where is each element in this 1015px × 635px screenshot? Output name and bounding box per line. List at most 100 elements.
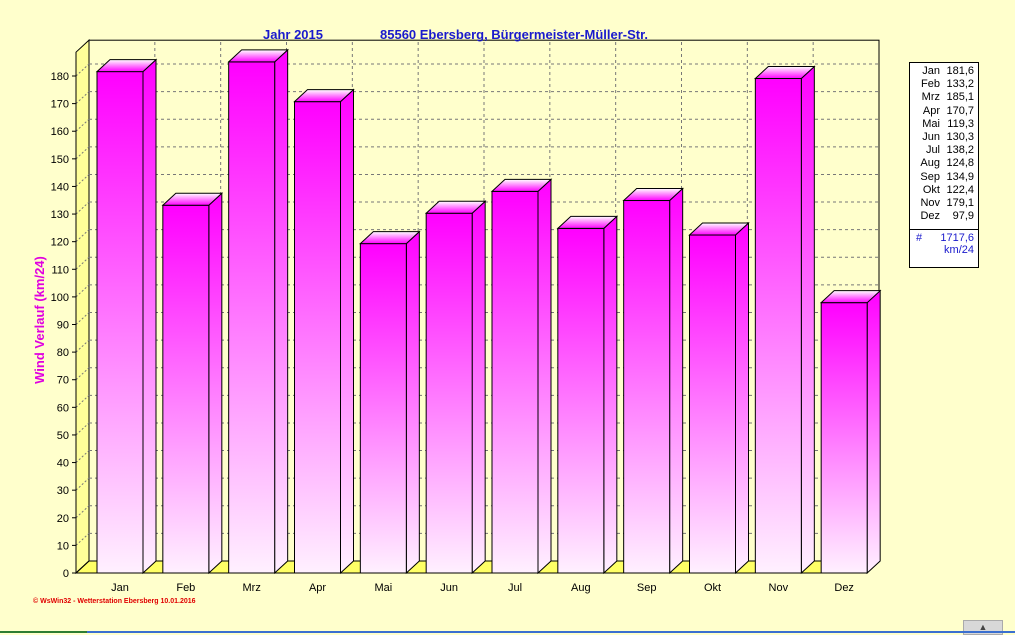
bar-top xyxy=(819,290,882,304)
bottom-bar xyxy=(0,631,1015,633)
bar xyxy=(162,204,210,574)
bar-top xyxy=(424,200,487,214)
floor-divider xyxy=(75,560,90,574)
y-tick-label: 180 xyxy=(51,71,69,83)
x-tick-label: Jun xyxy=(440,582,458,594)
legend-month: Mai xyxy=(922,117,940,130)
legend-month: Jul xyxy=(925,144,940,157)
x-tick-label: Nov xyxy=(769,582,789,594)
x-tick-label: Jan xyxy=(111,582,129,594)
legend-value: 124,8 xyxy=(946,157,974,170)
legend-value: 133,2 xyxy=(946,78,974,91)
grid-line xyxy=(75,229,90,243)
grid-line xyxy=(75,422,90,436)
y-tick-label: 20 xyxy=(57,513,69,525)
grid-line xyxy=(75,339,90,353)
legend-month: Jun xyxy=(922,130,940,143)
grid-line xyxy=(75,394,90,408)
grid-line xyxy=(75,256,90,270)
legend-row: Apr 170,7 xyxy=(910,105,978,118)
legend-row: Jul 138,2 xyxy=(910,144,978,157)
y-tick-label: 110 xyxy=(51,264,69,276)
x-tick-label: Aug xyxy=(571,582,591,594)
bar-top xyxy=(95,59,158,73)
sum-symbol: # xyxy=(916,232,923,245)
chart-station: 85560 Ebersberg, Bürgermeister-Müller-St… xyxy=(380,27,649,42)
grid-line xyxy=(75,174,90,187)
legend-row: Jan 181,6 xyxy=(910,65,978,78)
bar-side xyxy=(866,289,881,575)
bar-side xyxy=(800,65,815,575)
x-tick-label: Sep xyxy=(637,582,657,594)
legend-month: Nov xyxy=(920,196,940,209)
bar xyxy=(754,77,802,574)
bar xyxy=(557,227,605,574)
legend-value: 170,7 xyxy=(946,104,974,117)
y-axis-label: Wind Verlauf (km/24) xyxy=(32,256,47,384)
chart-year: Jahr 2015 xyxy=(263,27,323,42)
x-tick-label: Dez xyxy=(834,582,854,594)
y-tick-label: 100 xyxy=(51,292,69,304)
bar-top xyxy=(556,215,619,229)
x-tick-label: Feb xyxy=(176,582,195,594)
bar-top xyxy=(359,231,421,245)
y-tick-label: 80 xyxy=(57,347,69,359)
legend-value: 134,9 xyxy=(946,170,974,183)
grid-line xyxy=(75,118,90,132)
bar xyxy=(689,234,736,574)
x-tick-label: Jul xyxy=(508,582,522,594)
bar-top xyxy=(490,178,553,192)
legend-row: Feb 133,2 xyxy=(910,78,978,91)
y-tick-label: 90 xyxy=(57,320,69,332)
bar-side xyxy=(669,187,684,575)
y-tick-label: 160 xyxy=(51,126,69,138)
y-tick-label: 170 xyxy=(51,99,69,111)
bar-side xyxy=(340,88,354,575)
bar-side xyxy=(471,200,486,575)
legend-row: Mai 119,3 xyxy=(910,118,978,131)
legend-month: Feb xyxy=(921,78,940,91)
sum-value: 1717,6 xyxy=(940,232,974,245)
bar-top xyxy=(688,222,750,236)
bar xyxy=(228,61,276,574)
legend-month: Apr xyxy=(922,104,940,117)
bar-side xyxy=(603,215,618,575)
legend-month: Okt xyxy=(922,183,940,196)
bar-side xyxy=(142,58,157,575)
legend-month: Dez xyxy=(920,210,940,223)
bar xyxy=(96,71,144,574)
bar-side xyxy=(405,230,420,575)
y-tick-label: 30 xyxy=(57,485,69,497)
x-tick-label: Okt xyxy=(704,582,721,594)
bar-side xyxy=(208,192,223,575)
grid-line xyxy=(75,533,90,546)
legend-row: Dez 97,9 xyxy=(910,210,978,223)
grid-line xyxy=(75,91,90,104)
bar xyxy=(425,212,473,574)
bar xyxy=(294,101,341,574)
legend-row: Okt 122,4 xyxy=(910,184,978,197)
y-tick-label: 150 xyxy=(51,154,69,166)
y-tick-label: 10 xyxy=(57,540,69,552)
legend-row: Mrz 185,1 xyxy=(910,91,978,104)
bar-side xyxy=(735,221,749,575)
bar-top xyxy=(227,49,289,63)
y-tick-label: 0 xyxy=(63,568,69,580)
legend-row: Nov 179,1 xyxy=(910,197,978,210)
y-tick-label: 40 xyxy=(57,458,69,470)
grid-line xyxy=(75,450,90,463)
legend-sum: #1717,6 km/24 xyxy=(910,229,978,256)
y-tick-label: 120 xyxy=(51,237,69,249)
legend-value: 122,4 xyxy=(946,183,974,196)
y-tick-label: 140 xyxy=(51,181,69,193)
bar-top xyxy=(293,89,355,103)
legend-value: 179,1 xyxy=(946,196,974,209)
legend-row: Sep 134,9 xyxy=(910,171,978,184)
chevron-up-icon: ▲ xyxy=(978,622,988,632)
bar-top xyxy=(754,65,816,79)
grid-line xyxy=(75,367,90,381)
plot-side-wall xyxy=(75,39,90,575)
bar xyxy=(491,190,539,574)
grid-line xyxy=(75,201,90,215)
